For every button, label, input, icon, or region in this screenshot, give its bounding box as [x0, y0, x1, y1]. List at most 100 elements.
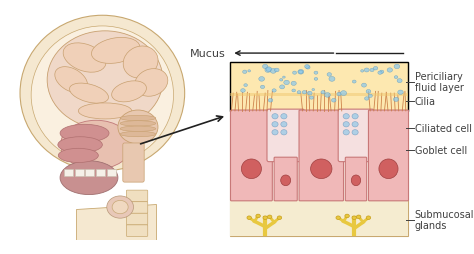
- Ellipse shape: [284, 81, 290, 85]
- Ellipse shape: [352, 81, 356, 84]
- Ellipse shape: [281, 130, 287, 135]
- Ellipse shape: [368, 95, 373, 98]
- FancyBboxPatch shape: [229, 63, 408, 236]
- Ellipse shape: [305, 65, 310, 69]
- Ellipse shape: [337, 93, 341, 97]
- Bar: [107, 169, 116, 176]
- Ellipse shape: [123, 47, 158, 79]
- FancyBboxPatch shape: [127, 190, 148, 202]
- Bar: [229, 94, 408, 97]
- Bar: [229, 200, 408, 236]
- Ellipse shape: [329, 77, 335, 82]
- Ellipse shape: [362, 84, 366, 88]
- Ellipse shape: [361, 70, 364, 73]
- Ellipse shape: [265, 68, 271, 73]
- Ellipse shape: [299, 71, 303, 74]
- Ellipse shape: [306, 66, 310, 70]
- Ellipse shape: [247, 216, 251, 220]
- Ellipse shape: [259, 77, 264, 82]
- Text: Goblet cell: Goblet cell: [415, 146, 467, 155]
- Ellipse shape: [297, 91, 301, 94]
- Ellipse shape: [47, 32, 163, 129]
- Ellipse shape: [393, 98, 399, 102]
- Ellipse shape: [272, 130, 278, 135]
- FancyBboxPatch shape: [338, 110, 374, 162]
- Ellipse shape: [270, 69, 276, 74]
- Ellipse shape: [366, 216, 371, 220]
- Ellipse shape: [112, 201, 128, 214]
- Ellipse shape: [343, 130, 349, 135]
- Text: Submucosal
glands: Submucosal glands: [415, 209, 474, 230]
- Ellipse shape: [331, 99, 336, 103]
- FancyBboxPatch shape: [127, 213, 148, 225]
- Ellipse shape: [352, 216, 356, 220]
- FancyBboxPatch shape: [229, 63, 408, 112]
- Text: Periciliary
fluid layer: Periciliary fluid layer: [415, 71, 464, 93]
- Ellipse shape: [248, 70, 251, 73]
- Ellipse shape: [268, 99, 273, 103]
- Ellipse shape: [135, 69, 168, 97]
- Ellipse shape: [280, 86, 284, 90]
- Ellipse shape: [292, 72, 297, 75]
- Ellipse shape: [244, 84, 247, 87]
- Ellipse shape: [366, 90, 371, 94]
- Ellipse shape: [277, 216, 282, 220]
- Text: Ciliated cell: Ciliated cell: [415, 123, 472, 133]
- Ellipse shape: [55, 67, 88, 93]
- Ellipse shape: [267, 215, 272, 219]
- Ellipse shape: [302, 91, 307, 94]
- FancyBboxPatch shape: [230, 110, 273, 201]
- FancyBboxPatch shape: [127, 202, 148, 213]
- Text: Cilia: Cilia: [415, 97, 436, 107]
- Ellipse shape: [91, 38, 140, 64]
- Ellipse shape: [58, 149, 98, 163]
- Ellipse shape: [241, 159, 262, 179]
- Ellipse shape: [321, 91, 325, 94]
- Ellipse shape: [31, 27, 173, 164]
- Ellipse shape: [343, 114, 349, 119]
- FancyBboxPatch shape: [345, 157, 367, 201]
- Ellipse shape: [352, 130, 358, 135]
- FancyBboxPatch shape: [368, 110, 409, 201]
- Bar: [64, 169, 73, 176]
- Ellipse shape: [379, 159, 398, 179]
- Ellipse shape: [345, 214, 349, 218]
- Ellipse shape: [327, 73, 331, 77]
- Ellipse shape: [325, 93, 330, 98]
- Ellipse shape: [352, 114, 358, 119]
- Ellipse shape: [60, 125, 109, 142]
- Ellipse shape: [364, 69, 369, 73]
- Ellipse shape: [378, 72, 382, 75]
- Ellipse shape: [365, 97, 369, 101]
- Text: Mucus: Mucus: [190, 49, 225, 59]
- Ellipse shape: [61, 121, 132, 170]
- FancyBboxPatch shape: [127, 225, 148, 236]
- Ellipse shape: [380, 71, 384, 74]
- Ellipse shape: [274, 69, 279, 73]
- Ellipse shape: [387, 69, 392, 73]
- FancyBboxPatch shape: [274, 157, 297, 201]
- Ellipse shape: [312, 89, 315, 91]
- Ellipse shape: [298, 70, 304, 75]
- Ellipse shape: [256, 214, 260, 218]
- Ellipse shape: [374, 67, 378, 71]
- Ellipse shape: [272, 89, 276, 93]
- Ellipse shape: [394, 65, 400, 69]
- Ellipse shape: [310, 97, 313, 100]
- Ellipse shape: [356, 215, 361, 219]
- Ellipse shape: [20, 16, 185, 171]
- FancyBboxPatch shape: [267, 110, 304, 162]
- Ellipse shape: [241, 89, 245, 93]
- Ellipse shape: [281, 114, 287, 119]
- Ellipse shape: [370, 69, 374, 72]
- Ellipse shape: [120, 132, 156, 137]
- Ellipse shape: [120, 116, 156, 121]
- Ellipse shape: [70, 84, 109, 104]
- Ellipse shape: [272, 114, 278, 119]
- Ellipse shape: [280, 79, 283, 82]
- Ellipse shape: [352, 122, 358, 128]
- Ellipse shape: [263, 216, 267, 220]
- Ellipse shape: [112, 82, 146, 102]
- Ellipse shape: [63, 44, 106, 73]
- FancyBboxPatch shape: [299, 110, 344, 201]
